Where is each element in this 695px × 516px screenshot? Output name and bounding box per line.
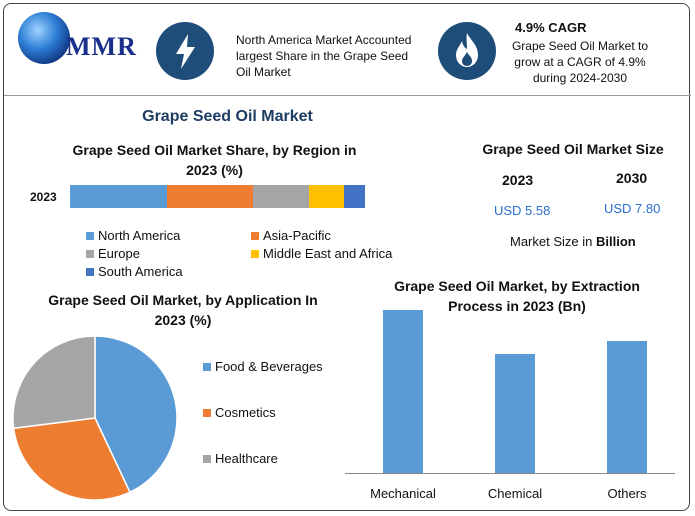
legend-swatch xyxy=(251,231,259,240)
legend-swatch xyxy=(203,362,211,371)
market-size-value-2023: USD 5.58 xyxy=(494,203,551,218)
legend-swatch xyxy=(251,249,259,258)
main-title: Grape Seed Oil Market xyxy=(142,108,313,125)
region-legend-item: Asia-Pacific xyxy=(251,228,331,243)
market-size-year-2023: 2023 xyxy=(502,172,534,188)
infographic-frame xyxy=(3,3,690,511)
legend-swatch xyxy=(86,249,94,258)
market-size-note: Market Size in Billion xyxy=(510,234,636,249)
region-chart-title: Grape Seed Oil Market Share, by Region i… xyxy=(72,142,357,178)
lightning-bolt-icon xyxy=(156,22,214,80)
globe-icon xyxy=(18,12,70,64)
legend-label: Healthcare xyxy=(215,451,278,466)
extraction-bar-chemical xyxy=(495,353,535,473)
region-segment-south-america xyxy=(344,185,365,208)
region-legend-item: South America xyxy=(86,264,183,279)
extraction-bar-mechanical xyxy=(383,310,423,473)
application-legend-item: Healthcare xyxy=(203,451,278,466)
mmr-logo: MMR xyxy=(18,10,143,68)
extraction-x-axis xyxy=(345,473,675,474)
legend-label: South America xyxy=(98,264,183,279)
extraction-tick-label: Others xyxy=(607,486,647,501)
region-segment-europe xyxy=(252,185,309,208)
application-chart-title: Grape Seed Oil Market, by Application In… xyxy=(48,292,318,328)
cagr-title: 4.9% CAGR xyxy=(515,20,587,35)
cagr-description: Grape Seed Oil Market to grow at a CAGR … xyxy=(511,39,649,85)
legend-label: North America xyxy=(98,228,181,243)
logo-text: MMR xyxy=(66,32,137,61)
region-segment-middle-east-and-africa xyxy=(308,185,345,208)
market-size-title: Grape Seed Oil Market Size xyxy=(482,141,664,157)
market-size-value-2030: USD 7.80 xyxy=(604,201,661,216)
legend-label: Europe xyxy=(98,246,140,261)
region-stacked-bar xyxy=(70,185,365,208)
extraction-tick-label: Chemical xyxy=(487,486,543,501)
legend-swatch xyxy=(203,408,211,417)
legend-label: Food & Beverages xyxy=(215,359,323,374)
pie-slice-cosmetics xyxy=(12,417,131,501)
legend-label: Asia-Pacific xyxy=(263,228,331,243)
region-segment-asia-pacific xyxy=(167,185,253,208)
application-legend-item: Cosmetics xyxy=(203,405,276,420)
market-size-year-2030: 2030 xyxy=(616,170,648,186)
application-legend-item: Food & Beverages xyxy=(203,359,323,374)
extraction-chart-title: Grape Seed Oil Market, by Extraction Pro… xyxy=(394,278,640,314)
pie-slice-healthcare xyxy=(12,335,96,430)
extraction-tick-label: Mechanical xyxy=(370,486,436,501)
header-divider xyxy=(4,95,691,96)
market-size-note-prefix: Market Size in xyxy=(510,234,596,249)
region-legend-item: Middle East and Africa xyxy=(251,246,392,261)
region-legend-item: Europe xyxy=(86,246,140,261)
region-legend-item: North America xyxy=(86,228,180,243)
flame-icon xyxy=(438,22,496,80)
legend-label: Middle East and Africa xyxy=(263,246,393,261)
region-segment-north-america xyxy=(70,185,168,208)
legend-label: Cosmetics xyxy=(215,405,276,420)
north-america-text: North America Market Accounted largest S… xyxy=(236,33,412,79)
pie-slice-food-beverages xyxy=(94,335,178,494)
market-size-note-unit: Billion xyxy=(595,234,636,249)
extraction-bar-others xyxy=(607,341,647,473)
legend-swatch xyxy=(203,454,211,463)
legend-swatch xyxy=(86,267,94,276)
legend-swatch xyxy=(86,231,94,240)
application-pie-chart xyxy=(12,335,178,501)
region-year-label: 2023 xyxy=(30,190,57,204)
